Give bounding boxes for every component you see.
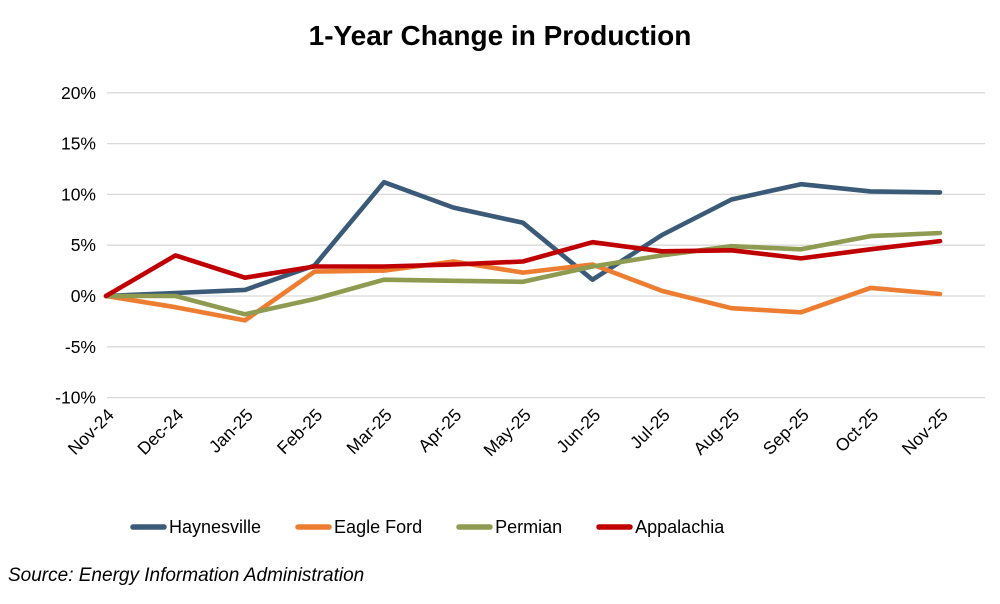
y-axis-tick-label: -10% — [55, 388, 96, 408]
legend-label-haynesville: Haynesville — [169, 517, 262, 537]
x-axis-tick-label: Jul-25 — [626, 405, 674, 453]
y-axis-tick-label: 15% — [61, 134, 96, 154]
legend-swatch-appalachia-icon — [596, 524, 633, 530]
source-note: Source: Energy Information Administratio… — [8, 565, 365, 586]
x-axis-tick-label: Nov-24 — [64, 405, 118, 459]
series-line-appalachia — [103, 238, 943, 299]
x-axis-tick-label: Jan-25 — [205, 405, 257, 457]
legend-swatch-permian-icon — [456, 524, 493, 530]
x-axis-tick-label: Oct-25 — [831, 405, 882, 456]
x-axis-tick-label: Apr-25 — [414, 405, 465, 456]
y-axis-tick-label: 20% — [61, 83, 96, 103]
legend-item-appalachia: Appalachia — [596, 515, 724, 539]
series-line-haynesville — [103, 179, 943, 299]
legend-label-permian: Permian — [495, 517, 563, 537]
x-axis-tick-label: Mar-25 — [342, 405, 395, 458]
legend-item-eagle-ford: Eagle Ford — [295, 515, 422, 539]
x-axis-tick-label: Dec-24 — [133, 405, 187, 459]
legend-label-appalachia: Appalachia — [635, 517, 725, 537]
series-line-eagle-ford — [103, 259, 943, 323]
y-axis-tick-label: 0% — [71, 286, 96, 306]
legend-item-haynesville: Haynesville — [130, 515, 261, 539]
legend-swatch-eagle-ford-icon — [295, 524, 332, 530]
series-line-permian — [103, 230, 943, 317]
legend-item-permian: Permian — [456, 515, 562, 539]
x-axis-tick-label: Aug-25 — [689, 405, 743, 459]
y-axis-tick-label: 10% — [61, 184, 96, 204]
chart-legend: Haynesville Eagle Ford Permian Appalachi… — [130, 515, 724, 539]
legend-label-eagle-ford: Eagle Ford — [334, 517, 423, 537]
x-axis-tick-label: Sep-25 — [759, 405, 813, 459]
x-axis-tick-label: Feb-25 — [273, 405, 326, 458]
y-axis-tick-label: 5% — [71, 235, 96, 255]
x-axis-tick-label: Jun-25 — [552, 405, 604, 457]
x-axis-tick-label: May-25 — [479, 405, 534, 460]
y-axis-tick-label: -5% — [65, 337, 96, 357]
legend-swatch-haynesville-icon — [130, 524, 167, 530]
chart-title: 1-Year Change in Production — [308, 20, 692, 51]
x-axis-tick-label: Nov-25 — [898, 405, 952, 459]
